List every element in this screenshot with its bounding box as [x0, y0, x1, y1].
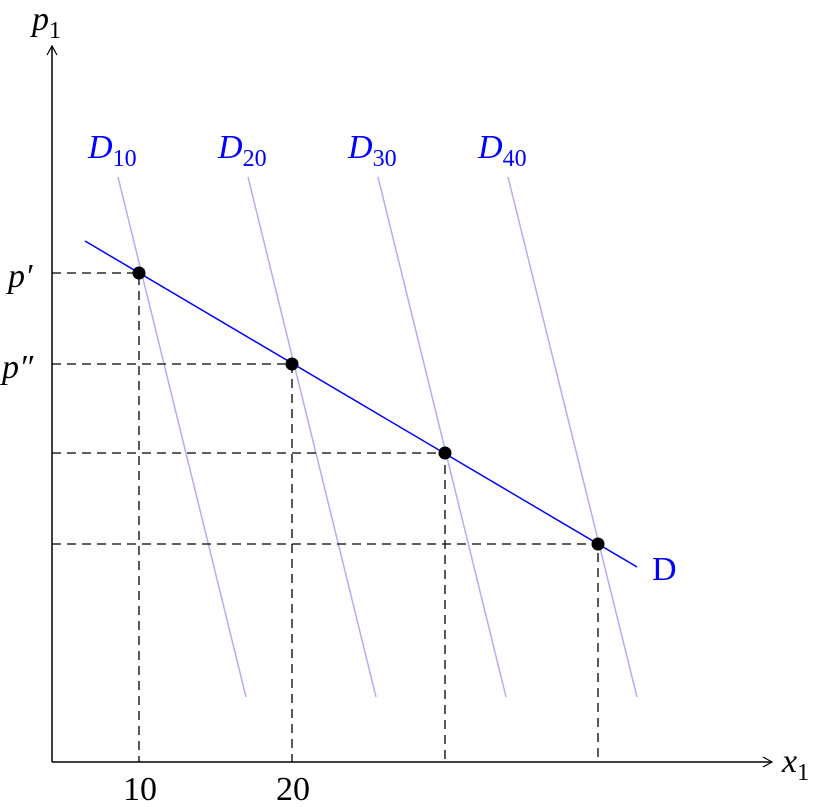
x-axis-label: x1: [781, 743, 809, 786]
demand-line: [247, 176, 377, 698]
aggregate-demand-label: D: [652, 551, 677, 588]
guide-line: [52, 452, 446, 762]
label-part: p: [30, 1, 49, 38]
guide-line: [52, 363, 293, 762]
point: [285, 357, 299, 371]
aggregate-demand-line: [84, 240, 638, 568]
y-axis-label: p1: [30, 1, 61, 44]
demand-line: [117, 176, 247, 698]
label-part: D: [87, 129, 113, 166]
label-part: D: [217, 129, 243, 166]
price-label: p″: [0, 349, 34, 386]
points: [132, 266, 605, 551]
label-part: 20: [243, 146, 267, 172]
point: [438, 446, 452, 460]
demand-label: D30: [347, 129, 397, 172]
point: [132, 266, 146, 280]
demand-line: [507, 176, 638, 698]
label-part: 1: [797, 760, 809, 786]
label-part: D: [347, 129, 373, 166]
guide-lines: [52, 272, 599, 762]
label-part: D: [477, 129, 503, 166]
label-part: 10: [113, 146, 137, 172]
label-part: 1: [49, 18, 61, 44]
quantity-label: 20: [276, 771, 310, 807]
demand-label: D20: [217, 129, 267, 172]
label-part: 40: [503, 146, 527, 172]
demand-line: [377, 176, 507, 698]
demand-label: D10: [87, 129, 137, 172]
quantity-label: 10: [123, 771, 157, 807]
guide-line: [52, 272, 140, 762]
label-part: x: [781, 743, 797, 780]
demand-label: D40: [477, 129, 527, 172]
individual-demand-lines: [117, 176, 638, 698]
guide-line: [52, 543, 599, 762]
point: [591, 537, 605, 551]
price-label: p′: [6, 258, 33, 295]
label-part: 30: [373, 146, 397, 172]
